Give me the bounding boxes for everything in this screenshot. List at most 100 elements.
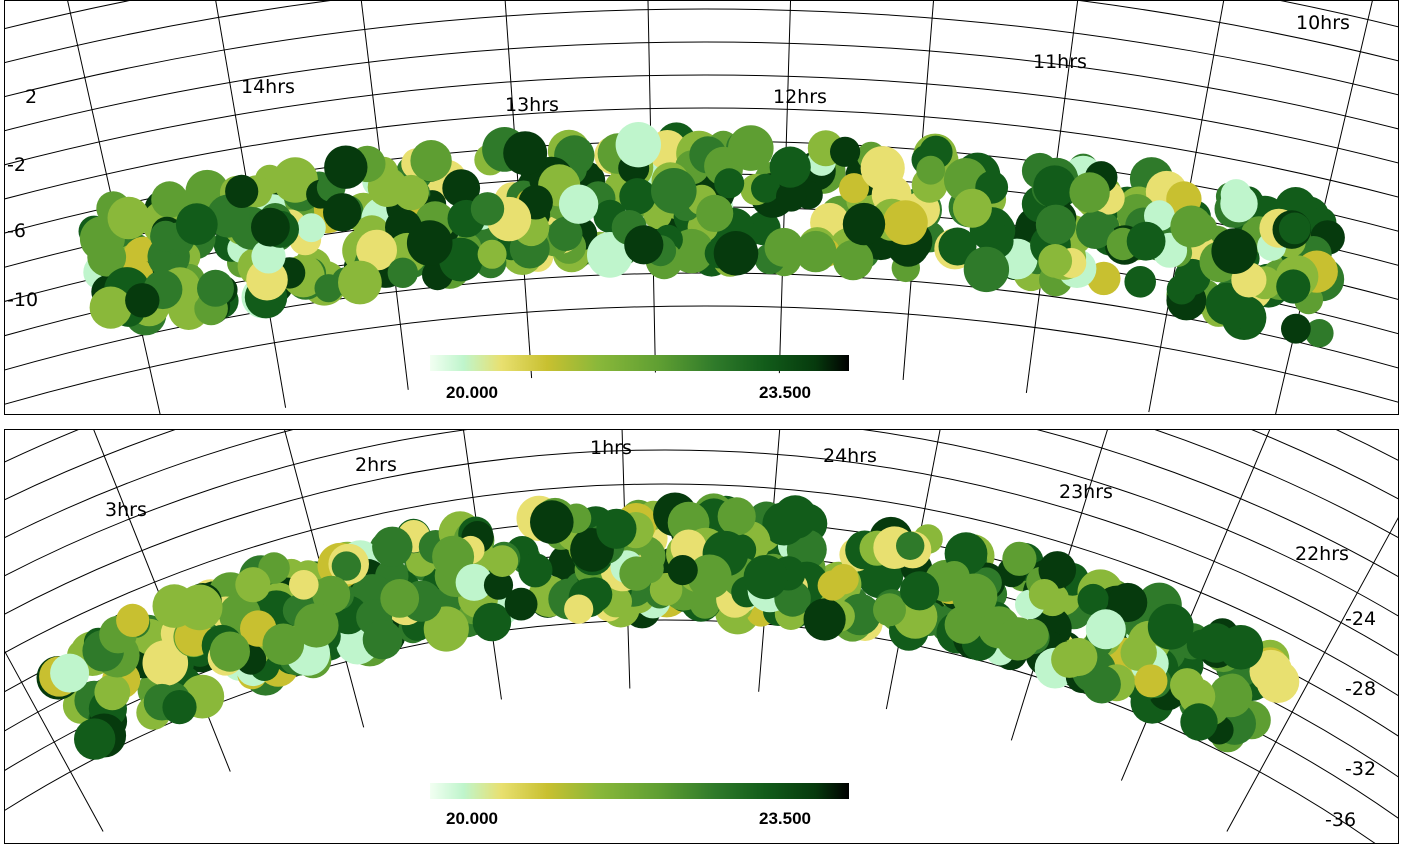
- coverage-field: [503, 131, 548, 176]
- coverage-field: [486, 545, 519, 577]
- coverage-field: [1134, 664, 1168, 698]
- coverage-field: [89, 286, 132, 329]
- coverage-field: [1120, 634, 1157, 671]
- meridian-line: [360, 1, 409, 390]
- ra-label: 3hrs: [105, 499, 147, 521]
- coverage-field: [938, 227, 977, 266]
- coverage-field: [116, 603, 150, 637]
- coverage-field: [1220, 185, 1258, 223]
- coverage-field: [442, 169, 481, 208]
- coverage-field: [687, 554, 732, 599]
- parallel-line: [5, 305, 1398, 405]
- coverage-field: [1033, 165, 1076, 209]
- sky-map-top: 14hrs 13hrs 12hrs 11hrs 10hrs 2 -2 -6 -1…: [5, 1, 1398, 414]
- coverage-field: [619, 178, 656, 215]
- dec-label: -32: [1345, 758, 1376, 780]
- colorbar-bottom: 20.000 23.500: [430, 783, 849, 828]
- coverage-field: [331, 551, 362, 581]
- coverage-field: [1278, 212, 1311, 245]
- coverage-field: [1108, 582, 1148, 623]
- coverage-field: [873, 593, 906, 627]
- survey-map-top: 14hrs 13hrs 12hrs 11hrs 10hrs 2 -2 -6 -1…: [4, 0, 1399, 415]
- coverage-field: [714, 168, 745, 199]
- coverage-field: [883, 200, 928, 246]
- coverage-field: [518, 553, 553, 588]
- coverage-field: [817, 570, 848, 601]
- coverage-field: [162, 690, 197, 725]
- parallel-line: [5, 449, 1398, 657]
- meridian-line: [5, 650, 104, 832]
- coverage-field: [50, 653, 90, 693]
- coverage-field: [1028, 579, 1060, 610]
- coverage-field: [87, 237, 127, 277]
- coverage-field: [1038, 551, 1077, 589]
- meridian-line: [504, 1, 533, 379]
- coverage-field: [1249, 649, 1293, 693]
- colorbar-top: 20.000 23.500: [430, 355, 849, 402]
- coverage-field: [151, 181, 188, 218]
- coverage-field: [380, 579, 420, 618]
- colorbar-max-label: 23.500: [759, 383, 811, 402]
- coverage-field: [1281, 313, 1311, 344]
- coverage-field: [717, 497, 756, 536]
- coverage-field: [896, 531, 925, 560]
- coverage-field: [564, 594, 594, 624]
- coverage-field: [776, 181, 807, 212]
- parallel-line: [5, 430, 1398, 539]
- coverage-field: [916, 155, 946, 185]
- coverage-field: [842, 202, 886, 246]
- coverage-field: [289, 570, 319, 600]
- coverage-field: [1305, 319, 1334, 348]
- ra-label: 2hrs: [355, 454, 397, 476]
- ra-label: 14hrs: [241, 76, 295, 98]
- coverage-field: [176, 584, 223, 631]
- coverage-field: [387, 257, 418, 288]
- parallel-line: [5, 1, 1398, 64]
- colorbar-max-label: 23.500: [759, 809, 811, 828]
- parallel-line: [5, 1, 1398, 78]
- coverage-field: [832, 239, 874, 281]
- meridian-line: [1025, 1, 1079, 393]
- coverage-field: [323, 193, 362, 232]
- parallel-line: [5, 74, 1398, 166]
- ra-labels-top: 14hrs 13hrs 12hrs 11hrs 10hrs: [241, 12, 1350, 116]
- coverage-field: [743, 555, 788, 600]
- ra-label: 10hrs: [1296, 12, 1350, 34]
- ra-label: 12hrs: [773, 86, 827, 108]
- parallel-line: [5, 430, 1398, 617]
- coverage-field: [1124, 266, 1156, 298]
- coverage-field: [74, 718, 116, 760]
- parallel-line: [5, 430, 1398, 578]
- coverage-field: [294, 603, 339, 648]
- parallel-line: [5, 430, 1398, 500]
- coverage-map-top: [78, 122, 1345, 348]
- parallel-line: [5, 41, 1398, 132]
- coverage-field: [615, 122, 661, 168]
- coverage-field: [764, 227, 804, 267]
- coverage-field: [619, 556, 654, 591]
- coverage-field: [587, 232, 633, 278]
- coverage-field: [94, 674, 131, 711]
- coverage-field: [150, 220, 182, 252]
- colorbar-min-label: 20.000: [446, 809, 498, 828]
- coverage-field: [107, 196, 150, 240]
- ra-label: 24hrs: [823, 445, 877, 467]
- coverage-field: [1180, 703, 1218, 741]
- colorbar-gradient: [430, 355, 849, 371]
- coverage-field: [952, 188, 992, 228]
- dec-label: -10: [7, 289, 38, 311]
- coverage-field: [1085, 609, 1126, 650]
- ra-label: 23hrs: [1059, 481, 1113, 503]
- coverage-field: [952, 573, 998, 619]
- coverage-field: [1038, 244, 1073, 278]
- coverage-field: [338, 260, 382, 305]
- meridian-line: [1148, 1, 1225, 413]
- coverage-field: [1218, 625, 1264, 670]
- survey-map-bottom: 3hrs 2hrs 1hrs 24hrs 23hrs 22hrs -24 -28…: [4, 429, 1399, 844]
- coverage-field: [624, 225, 664, 265]
- coverage-field: [1082, 665, 1121, 704]
- parallel-line: [5, 1, 1398, 30]
- coverage-field: [262, 623, 305, 666]
- coverage-field: [795, 230, 837, 273]
- coverage-field: [548, 216, 583, 251]
